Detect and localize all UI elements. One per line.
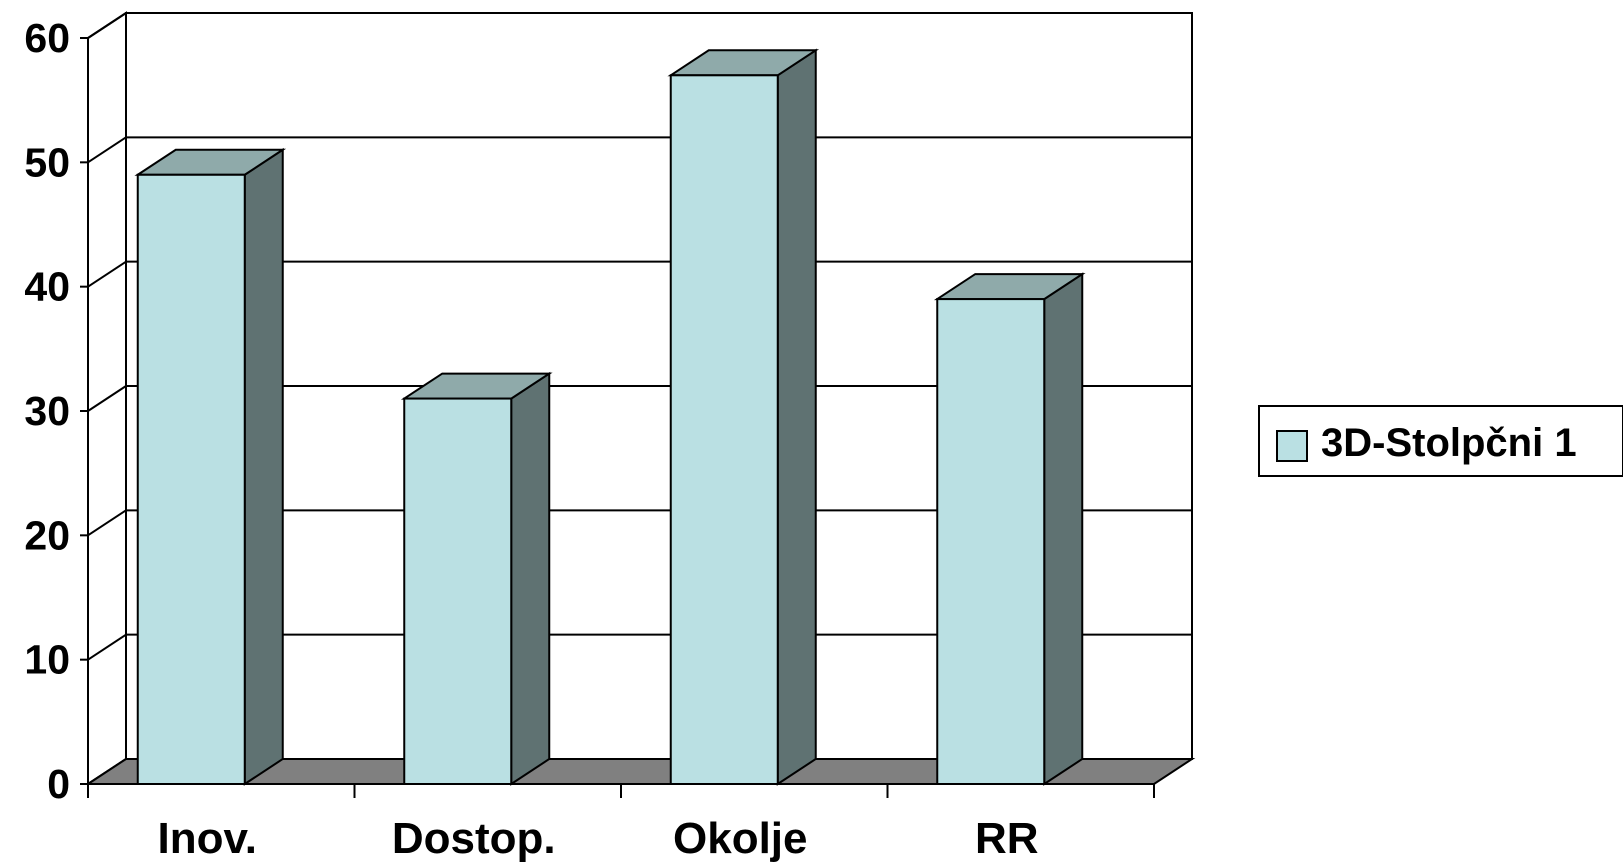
y-tick-label: 60 [24,15,70,61]
bar [933,272,1086,786]
bar-front [936,298,1046,785]
x-category-label: RR [975,814,1039,863]
x-category-label: Inov. [158,814,257,863]
side-gridline [87,633,127,661]
x-category-label: Okolje [673,814,808,863]
side-gridline [87,385,127,412]
bar-front [403,397,513,785]
y-tick-label: 20 [24,512,70,558]
y-tick-label: 10 [24,637,70,683]
bar-side [243,147,284,786]
side-gridline [87,12,127,39]
y-tick-label: 0 [47,761,70,807]
side-gridline [87,260,127,288]
bar [667,48,820,786]
bar-side [776,48,817,786]
bar-front [136,173,246,785]
bar [134,147,287,786]
y-tick-label: 30 [24,388,70,434]
x-category-label: Dostop. [392,814,556,863]
side-gridline [87,509,127,537]
y-axis: 0 10 20 30 40 50 60 [24,15,89,807]
legend: 3D-Stolpčni 1 [1258,405,1623,477]
y-tick-label: 50 [24,139,70,185]
bar-front [669,74,779,786]
bar [400,371,553,786]
x-axis: Inov. Dostop. Okolje RR [87,783,1155,863]
y-tick-label: 40 [24,264,70,310]
legend-label: 3D-Stolpčni 1 [1321,421,1577,465]
bar-side [510,371,551,786]
legend-swatch [1276,430,1308,462]
bar-side [1043,272,1084,786]
side-gridline [87,136,127,164]
legend-box [1258,405,1623,477]
bars [134,48,1086,786]
